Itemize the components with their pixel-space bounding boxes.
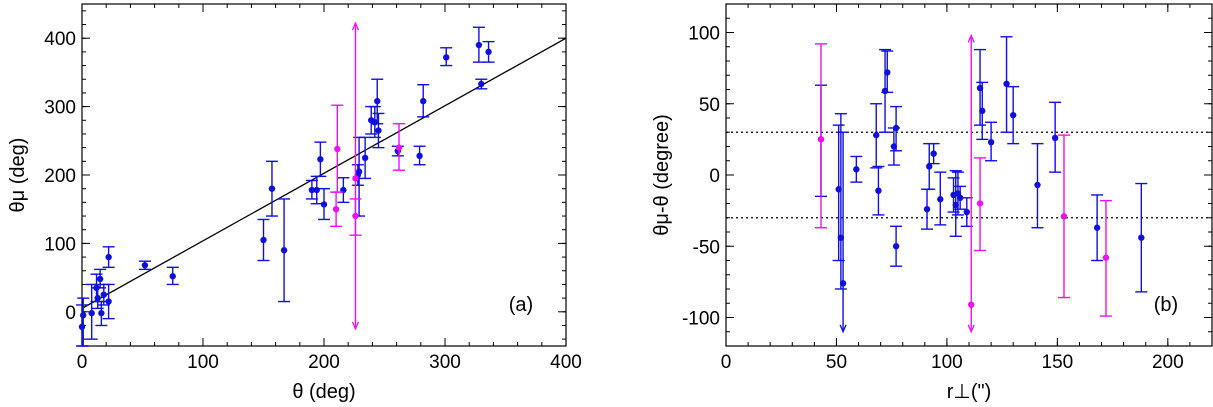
panel-a: 0 100 200 300 400 0 100 200 300 400 θ (deg) θμ (deg…	[7, 3, 582, 403]
data-point	[923, 206, 931, 213]
panel-b: 0 50 100 150 200 -100 -50 0 50 100 r⊥(") θμ-θ (degr…	[651, 3, 1213, 403]
error-arrow-up	[967, 33, 975, 43]
plot-frame	[81, 3, 567, 347]
panel-label: (a)	[509, 294, 533, 316]
data-point	[478, 80, 485, 88]
data-point	[420, 97, 427, 105]
data-point	[485, 48, 492, 56]
data-point	[280, 247, 288, 254]
error-arrow-up	[351, 21, 360, 31]
data-point	[395, 144, 403, 151]
panel-label: (b)	[1154, 294, 1178, 316]
y-tick-label: 0	[709, 166, 720, 187]
x-tick-label: 300	[429, 352, 461, 373]
x-axis-label: r⊥(")	[947, 381, 992, 403]
data-point	[361, 154, 369, 162]
x-tick-label: 400	[550, 352, 582, 373]
data-point	[308, 186, 316, 194]
data-point	[976, 200, 984, 207]
data-point	[892, 124, 900, 132]
data-point	[169, 273, 176, 280]
data-point	[317, 156, 324, 163]
data-point	[88, 309, 95, 317]
y-tick-label: 100	[44, 234, 76, 255]
data-point	[817, 136, 825, 143]
y-axis-label: θμ (deg)	[7, 138, 29, 213]
data-point	[892, 243, 900, 250]
data-point	[334, 145, 341, 153]
data-point	[100, 291, 107, 298]
x-tick-label: 100	[931, 352, 963, 373]
data-point	[332, 206, 340, 213]
data-point	[375, 127, 382, 134]
x-tick-label: 0	[721, 352, 732, 373]
error-arrow-down	[839, 324, 847, 334]
y-tick-label: 50	[699, 95, 720, 116]
data-point	[141, 262, 149, 269]
data-point	[839, 280, 847, 287]
data-point	[96, 275, 104, 283]
data-point	[968, 301, 975, 308]
data-point	[443, 54, 450, 61]
data-point	[1060, 213, 1068, 220]
data-point	[873, 131, 880, 139]
data-point	[1009, 111, 1017, 119]
data-point	[374, 97, 381, 105]
plot-frame	[725, 3, 1213, 347]
data-point	[352, 175, 359, 182]
y-tick-label: 0	[65, 303, 76, 324]
y-tick-label: 100	[688, 24, 720, 45]
x-tick-label: 0	[77, 352, 88, 373]
data-point	[80, 312, 87, 319]
y-tick-label: -50	[693, 237, 720, 258]
data-point	[937, 196, 944, 203]
x-tick-label: 200	[1152, 352, 1184, 373]
data-point	[355, 168, 363, 175]
data-point	[853, 166, 860, 173]
data-point	[956, 194, 964, 201]
data-point	[1003, 80, 1010, 88]
data-point	[105, 253, 112, 261]
data-point	[78, 323, 86, 331]
y-tick-label: 400	[44, 29, 76, 50]
x-tick-label: 200	[308, 352, 340, 373]
data-point	[875, 187, 882, 194]
data-point	[260, 236, 267, 244]
x-tick-label: 150	[1042, 352, 1074, 373]
y-axis-label: θμ-θ (degree)	[651, 114, 673, 236]
error-arrow-down	[351, 321, 360, 331]
y-tick-label: 300	[44, 98, 76, 119]
data-point	[987, 139, 995, 146]
data-point	[105, 298, 112, 305]
data-point	[475, 41, 483, 49]
fit-line	[81, 37, 567, 309]
data-point	[930, 150, 937, 157]
data-point	[979, 107, 986, 115]
x-tick-label: 50	[826, 352, 847, 373]
data-point	[1138, 234, 1145, 241]
x-axis-label: θ (deg)	[292, 381, 355, 403]
data-point	[268, 185, 276, 192]
data-point	[963, 208, 970, 216]
error-arrow-down	[967, 324, 975, 334]
y-tick-label: -100	[682, 309, 720, 330]
data-point	[926, 163, 933, 170]
data-point	[98, 309, 105, 317]
data-point	[1051, 134, 1059, 142]
data-point	[416, 152, 423, 160]
data-point	[1102, 254, 1110, 261]
data-point	[1034, 181, 1041, 189]
data-point	[320, 201, 328, 208]
data-point	[94, 294, 101, 302]
data-point	[1093, 224, 1101, 231]
data-point	[884, 69, 891, 76]
data-point	[313, 186, 320, 194]
x-tick-label: 100	[187, 352, 219, 373]
y-tick-label: 200	[44, 166, 76, 187]
